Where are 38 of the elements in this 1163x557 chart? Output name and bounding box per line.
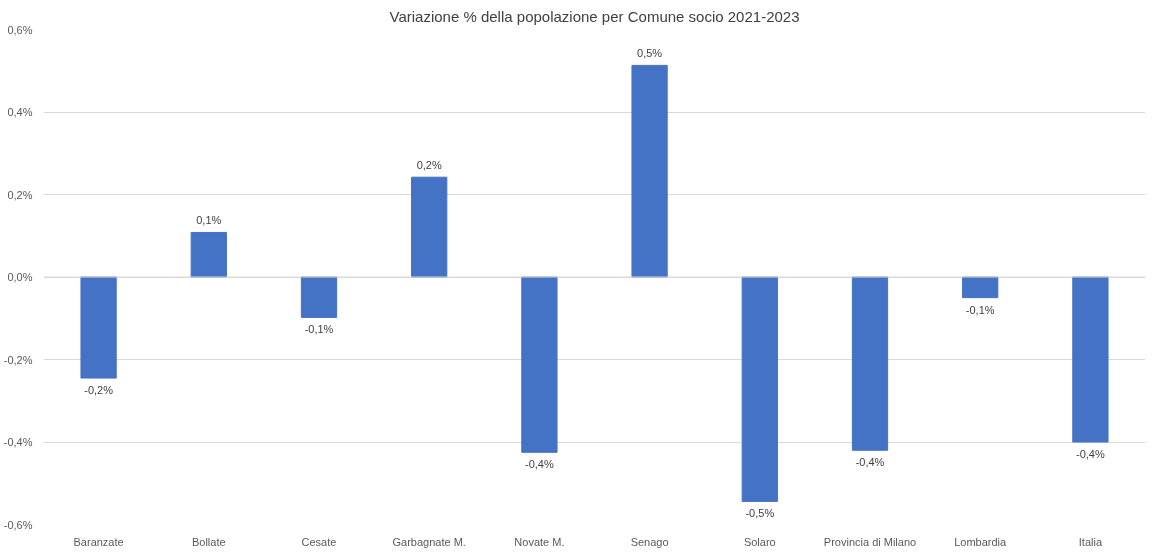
data-label: -0,4% xyxy=(1076,448,1105,460)
y-tick-label: 0,0% xyxy=(7,271,33,283)
x-tick-label: Italia xyxy=(1078,535,1103,548)
y-tick-label: 0,4% xyxy=(7,106,33,118)
x-tick-label: Novate M. xyxy=(514,535,565,548)
bar xyxy=(80,276,117,379)
bar xyxy=(521,276,558,453)
y-tick-label: -0,6% xyxy=(3,518,33,531)
data-label: 0,5% xyxy=(637,47,663,60)
x-tick-label: Bollate xyxy=(191,535,226,548)
data-label: 0,1% xyxy=(196,214,222,227)
data-label: -0,4% xyxy=(525,458,554,471)
y-tick-label: 0,6% xyxy=(7,23,33,36)
data-label: 0,2% xyxy=(416,159,442,172)
bar xyxy=(962,276,999,299)
data-label: -0,1% xyxy=(304,323,334,336)
data-label: -0,4% xyxy=(855,456,885,469)
bar xyxy=(851,276,889,451)
bar xyxy=(190,231,227,278)
data-label: -0,2% xyxy=(84,384,114,397)
bar xyxy=(411,176,448,278)
bar xyxy=(1072,276,1109,443)
x-tick-label: Baranzate xyxy=(73,535,124,548)
x-tick-label: Senago xyxy=(630,535,669,548)
x-tick-label: Garbagnate M. xyxy=(392,535,466,548)
y-tick-label: -0,2% xyxy=(3,353,33,366)
bar xyxy=(300,276,338,318)
x-tick-label: Solaro xyxy=(743,535,776,548)
x-tick-label: Provincia di Milano xyxy=(823,535,917,548)
data-label: -0,5% xyxy=(745,507,775,520)
y-tick-label: 0,2% xyxy=(7,188,33,201)
bar xyxy=(741,276,778,502)
x-tick-label: Cesate xyxy=(301,535,337,548)
y-tick-label: -0,4% xyxy=(3,436,33,448)
bar xyxy=(631,64,668,278)
chart-title: Variazione % della popolazione per Comune socio 2021-2023 xyxy=(389,7,800,25)
data-label: -0,1% xyxy=(965,303,995,316)
x-tick-label: Lombardia xyxy=(954,535,1008,548)
